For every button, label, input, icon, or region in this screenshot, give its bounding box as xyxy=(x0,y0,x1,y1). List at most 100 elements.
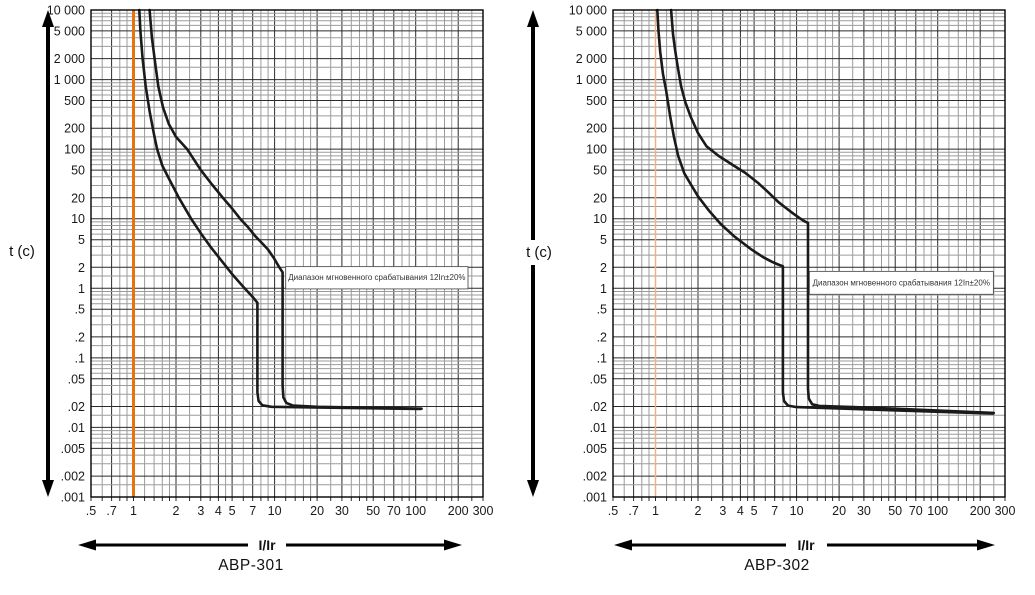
x-tick-label: 50 xyxy=(366,504,380,518)
x-tick-label: 5 xyxy=(229,504,236,518)
x-tick-label: 200 xyxy=(970,504,991,518)
chart-title-avr301: АВР-301 xyxy=(218,557,284,574)
x-tick-label: 300 xyxy=(995,504,1016,518)
y-tick-label: .002 xyxy=(583,470,607,484)
y-tick-label: 500 xyxy=(586,94,607,108)
y-tick-label: 1 000 xyxy=(576,73,607,87)
y-tick-label: 2 xyxy=(600,261,607,275)
y-tick-label: .1 xyxy=(597,351,607,365)
x-tick-label: 1 xyxy=(652,504,659,518)
y-tick-label: 500 xyxy=(64,94,85,108)
y-tick-label: 1 000 xyxy=(54,73,85,87)
x-tick-label: 20 xyxy=(832,504,846,518)
y-tick-label: 200 xyxy=(586,122,607,136)
x-tick-label: 7 xyxy=(249,504,256,518)
x-axis-label-avr302: I/Ir xyxy=(797,537,815,553)
y-tick-label: 1 xyxy=(600,282,607,296)
y-tick-label: .5 xyxy=(75,303,85,317)
y-axis-label-avr301: t (c) xyxy=(9,243,35,260)
x-tick-label: 3 xyxy=(719,504,726,518)
plot-border xyxy=(90,9,484,498)
x-tick-label: 200 xyxy=(448,504,469,518)
x-axis-arrow-right-icon xyxy=(977,539,995,551)
y-tick-label: .001 xyxy=(583,491,607,505)
chart-avr301: Диапазон мгновенного срабатывания 12In±2… xyxy=(42,4,493,551)
y-tick-label: .002 xyxy=(61,470,85,484)
x-tick-label: 2 xyxy=(173,504,180,518)
x-axis-label-avr301: I/Ir xyxy=(258,537,276,553)
x-tick-label: 50 xyxy=(888,504,902,518)
x-tick-label: 20 xyxy=(310,504,324,518)
x-tick-label: 4 xyxy=(737,504,744,518)
x-tick-label: .5 xyxy=(608,504,618,518)
y-tick-label: 50 xyxy=(71,164,85,178)
x-tick-label: 5 xyxy=(751,504,758,518)
y-tick-label: .5 xyxy=(597,303,607,317)
annotation-label: Диапазон мгновенного срабатывания 12In±2… xyxy=(288,273,465,282)
x-axis-arrow-left-icon xyxy=(78,539,96,551)
x-tick-label: 300 xyxy=(473,504,494,518)
chart-avr302: Диапазон мгновенного срабатывания 12In±2… xyxy=(527,4,1015,551)
y-tick-label: .001 xyxy=(61,491,85,505)
x-tick-label: 1 xyxy=(130,504,137,518)
x-axis-arrow-left-icon xyxy=(614,539,632,551)
x-tick-label: 100 xyxy=(405,504,426,518)
y-tick-label: 20 xyxy=(593,191,607,205)
y-tick-label: .02 xyxy=(68,400,85,414)
y-tick-label: 20 xyxy=(71,191,85,205)
y-tick-label: 50 xyxy=(593,164,607,178)
y-tick-label: 2 000 xyxy=(576,52,607,66)
y-tick-label: 5 000 xyxy=(54,24,85,38)
x-tick-label: 70 xyxy=(909,504,923,518)
y-tick-label: 10 000 xyxy=(47,4,85,18)
curve-lower-trip-limit xyxy=(655,8,995,415)
annotation-box xyxy=(285,266,469,290)
y-tick-label: .005 xyxy=(583,442,607,456)
y-tick-label: 1 xyxy=(78,282,85,296)
y-tick-label: 200 xyxy=(64,122,85,136)
chart-title-avr302: АВР-302 xyxy=(744,557,810,574)
y-axis-label-avr302: t (c) xyxy=(516,240,562,265)
curve-upper-trip-limit xyxy=(669,8,996,415)
y-tick-label: .05 xyxy=(590,372,607,386)
x-tick-label: 100 xyxy=(927,504,948,518)
annotation-label: Диапазон мгновенного срабатывания 12In±2… xyxy=(813,278,990,287)
y-tick-label: 10 xyxy=(71,212,85,226)
y-tick-label: 100 xyxy=(586,143,607,157)
x-tick-label: 10 xyxy=(268,504,282,518)
y-tick-label: 5 xyxy=(78,233,85,247)
y-tick-label: 100 xyxy=(64,143,85,157)
x-tick-label: 4 xyxy=(215,504,222,518)
y-axis-arrow-up-icon xyxy=(527,10,539,27)
y-tick-label: .01 xyxy=(68,421,85,435)
y-tick-label: 5 000 xyxy=(576,24,607,38)
x-tick-label: 3 xyxy=(197,504,204,518)
y-tick-label: .01 xyxy=(590,421,607,435)
x-tick-label: 30 xyxy=(857,504,871,518)
y-tick-label: .02 xyxy=(590,400,607,414)
y-tick-label: .05 xyxy=(68,372,85,386)
x-tick-label: 70 xyxy=(387,504,401,518)
y-tick-label: 10 xyxy=(593,212,607,226)
y-tick-label: 2 000 xyxy=(54,52,85,66)
y-tick-label: 10 000 xyxy=(569,4,607,18)
x-tick-label: .5 xyxy=(86,504,96,518)
x-tick-label: 2 xyxy=(695,504,702,518)
curve-upper-trip-limit xyxy=(148,8,423,411)
x-tick-label: .7 xyxy=(106,504,116,518)
plot-border xyxy=(612,9,1006,498)
x-tick-label: 7 xyxy=(771,504,778,518)
y-axis-arrow-down-icon xyxy=(527,480,539,497)
y-tick-label: .005 xyxy=(61,442,85,456)
curve-lower-trip-limit xyxy=(138,8,422,411)
y-tick-label: .1 xyxy=(75,351,85,365)
y-tick-label: 2 xyxy=(78,261,85,275)
x-tick-label: 30 xyxy=(335,504,349,518)
y-tick-label: 5 xyxy=(600,233,607,247)
x-axis-arrow-right-icon xyxy=(444,539,462,551)
y-tick-label: .2 xyxy=(597,330,607,344)
y-axis-arrow-down-icon xyxy=(42,480,54,497)
x-tick-label: 10 xyxy=(790,504,804,518)
